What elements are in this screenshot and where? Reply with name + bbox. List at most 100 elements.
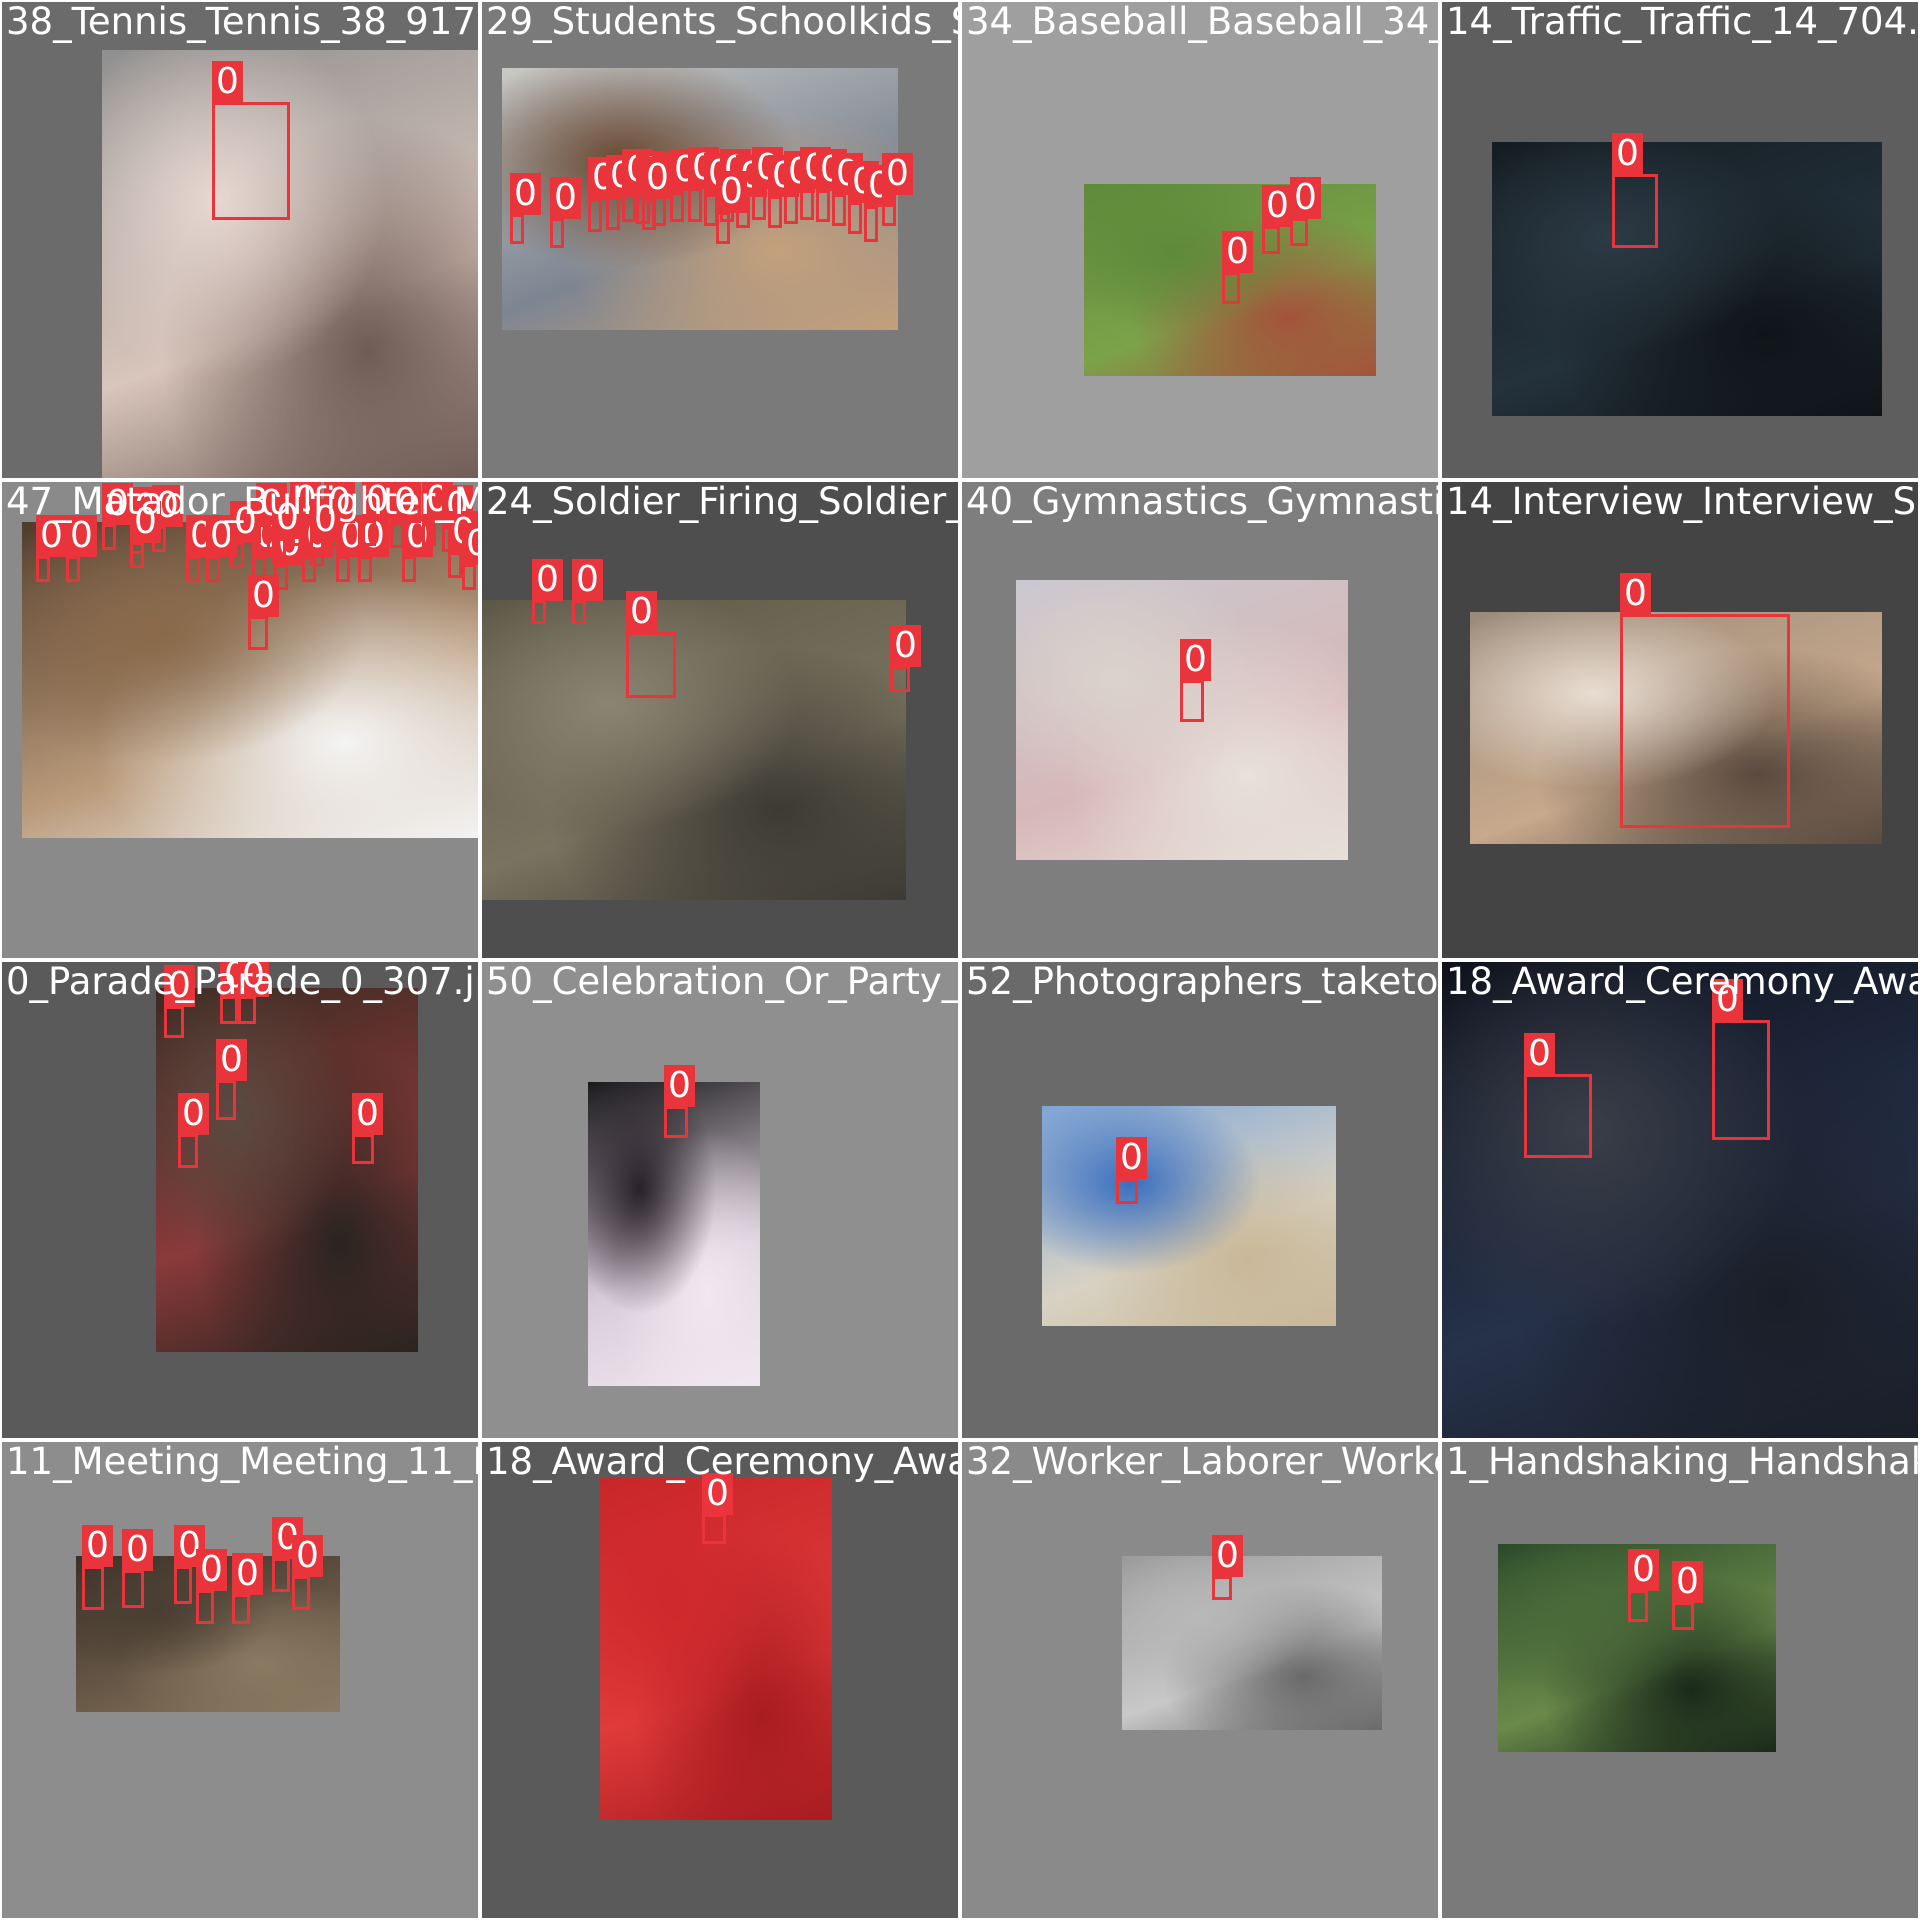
detection-class-label: 0 — [390, 482, 421, 523]
detection-box: 0 — [1620, 573, 1790, 828]
detection-class-label: 0 — [664, 1065, 695, 1107]
detection-box: 0 — [890, 625, 921, 692]
detection-box: 0 — [66, 515, 97, 582]
detection-class-label: 0 — [1628, 1549, 1659, 1591]
detection-box: 0 — [588, 157, 619, 232]
detection-box: 0 — [688, 147, 719, 222]
tile-photo — [156, 988, 418, 1352]
detection-box: 0 — [186, 515, 217, 582]
detection-box: 0 — [36, 515, 67, 582]
detection-box: 0 — [550, 177, 581, 248]
detection-class-label: 0 — [626, 591, 657, 633]
mosaic-tile: 38_Tennis_Tennis_38_917.jpg 0 — [0, 0, 480, 480]
detection-class-label: 0 — [1212, 1535, 1243, 1577]
detection-box: 0 — [882, 153, 913, 226]
tile-photo — [1084, 184, 1376, 376]
detection-class-label: 0 — [196, 1549, 227, 1591]
detection-box: 0 — [232, 1553, 263, 1624]
tile-photo — [1442, 962, 1918, 1438]
detection-class-label: 0 — [716, 171, 747, 213]
detection-box: 0 — [358, 515, 389, 582]
detection-box: 0 — [238, 962, 269, 1024]
detection-box: 0 — [1628, 1549, 1659, 1622]
detection-class-label: 0 — [272, 497, 303, 539]
mosaic-tile: 1_Handshaking_Handshaking_1_Handshaking 0… — [1440, 1440, 1920, 1920]
detection-box: 0 — [292, 1535, 323, 1610]
mosaic-tile: 0_Parade_Parade_0_307.jpg 0 0 0 0 0 0 — [0, 960, 480, 1440]
detection-box: 0 — [402, 515, 433, 582]
detection-box: 0 — [174, 1525, 205, 1604]
detection-class-label: 0 — [1262, 185, 1293, 227]
tile-caption: 34_Baseball_Baseball_34_134.jpg — [966, 0, 1438, 43]
detection-box: 0 — [178, 1093, 209, 1168]
detection-box: 0 — [1672, 1561, 1703, 1630]
detection-box: 0 — [702, 1473, 733, 1544]
detection-box: 0 — [1712, 979, 1770, 1140]
detection-class-label: 0 — [102, 483, 133, 525]
tile-photo — [482, 600, 906, 900]
detection-box: 0 — [310, 499, 341, 566]
detection-class-label: 0 — [550, 177, 581, 219]
detection-class-label: 0 — [122, 1529, 153, 1571]
detection-box: 0 — [716, 171, 747, 244]
tile-caption: 40_Gymnastics_Gymnastics_40_223.jpg — [966, 480, 1438, 523]
detection-box: 0 — [1524, 1033, 1592, 1158]
tile-caption: 14_Traffic_Traffic_14_704.jpg — [1446, 0, 1919, 43]
detection-class-label: 0 — [890, 625, 921, 667]
detection-box: 0 — [1612, 133, 1658, 248]
mosaic-tile: 11_Meeting_Meeting_11_Meeting_Meeting000… — [0, 1440, 480, 1920]
detection-box: 0 — [362, 482, 393, 546]
mosaic-tile: 18_Award_Ceremony_Awards_Ceremony0 — [480, 1440, 960, 1920]
detection-box: 0 — [768, 155, 799, 228]
mosaic-tile: 18_Award_Ceremony_Awards_Ceremony_Awar00 — [1440, 960, 1920, 1440]
mosaic-tile: 14_Traffic_Traffic_14_704.jpg 0 — [1440, 0, 1920, 480]
detection-class-label: 0 — [352, 1093, 383, 1135]
detection-class-label: 0 — [66, 515, 97, 557]
tile-caption: 50_Celebration_Or_Party_houseparty_50_40 — [486, 960, 960, 1003]
tile-caption: 0_Parade_Parade_0_307.jpg — [6, 960, 480, 1003]
detection-box: 0 — [1222, 231, 1253, 304]
detection-class-label: 0 — [292, 1535, 323, 1577]
mosaic-tile: 24_Soldier_Firing_Soldier_Firing_24_828.… — [480, 480, 960, 960]
detection-class-label: 0 — [248, 575, 279, 617]
detection-box: 0 — [1262, 185, 1293, 254]
detection-box: 0 — [848, 161, 879, 234]
detection-box: 0 — [832, 153, 863, 226]
tile-caption: 18_Award_Ceremony_Awards_Ceremony_Awar — [1446, 960, 1918, 1003]
detection-box: 0 — [122, 1529, 153, 1608]
detection-class-label: 0 — [130, 501, 161, 543]
detection-box: 0 — [272, 1517, 303, 1592]
detection-class-label: 0 — [82, 1525, 113, 1567]
tile-caption: 1_Handshaking_Handshaking_1_Handshaking — [1446, 1440, 1918, 1483]
tile-photo — [1042, 1106, 1336, 1326]
mosaic-tile: 40_Gymnastics_Gymnastics_40_223.jpg 0 — [960, 480, 1440, 960]
detection-box: 0 — [800, 147, 831, 220]
detection-class-label: 0 — [36, 515, 67, 557]
detection-box: 0 — [216, 1039, 247, 1120]
detection-box: 0 — [864, 165, 895, 242]
detection-class-label: 0 — [212, 61, 243, 103]
detection-box: 0 — [248, 575, 279, 650]
tile-caption: 24_Soldier_Firing_Soldier_Firing_24_828.… — [486, 480, 960, 523]
detection-class-label: 0 — [216, 1039, 247, 1081]
detection-box: 0 — [462, 523, 478, 590]
detection-box: 0 — [606, 155, 637, 230]
detection-box: 0 — [230, 501, 261, 568]
tile-photo — [588, 1082, 760, 1386]
mosaic-tile: 47_Matador_Bullfighter_Matador_Bullfight… — [0, 480, 480, 960]
tile-photo — [1470, 612, 1882, 844]
detection-class-label: 0 — [310, 499, 341, 541]
detection-box: 0 — [422, 482, 453, 546]
detection-box: 0 — [572, 559, 603, 624]
tile-caption: 47_Matador_Bullfighter_Matador_Bullfight… — [6, 480, 478, 523]
tile-caption: 18_Award_Ceremony_Awards_Ceremony — [486, 1440, 958, 1483]
detection-class-label: 0 — [232, 1553, 263, 1595]
tile-caption: 29_Students_Schoolkids_Students_Schoolki… — [486, 0, 958, 43]
detection-box: 0 — [1290, 177, 1321, 246]
detection-box: 0 — [626, 591, 676, 698]
detection-class-label: 0 — [1620, 573, 1651, 615]
mosaic-tile: 32_Worker_Laborer_Worker_Laborer_32_218 0 — [960, 1440, 1440, 1920]
tile-photo — [1122, 1556, 1382, 1730]
detection-class-label: 0 — [532, 559, 563, 601]
detection-box: 0 — [1180, 639, 1211, 722]
